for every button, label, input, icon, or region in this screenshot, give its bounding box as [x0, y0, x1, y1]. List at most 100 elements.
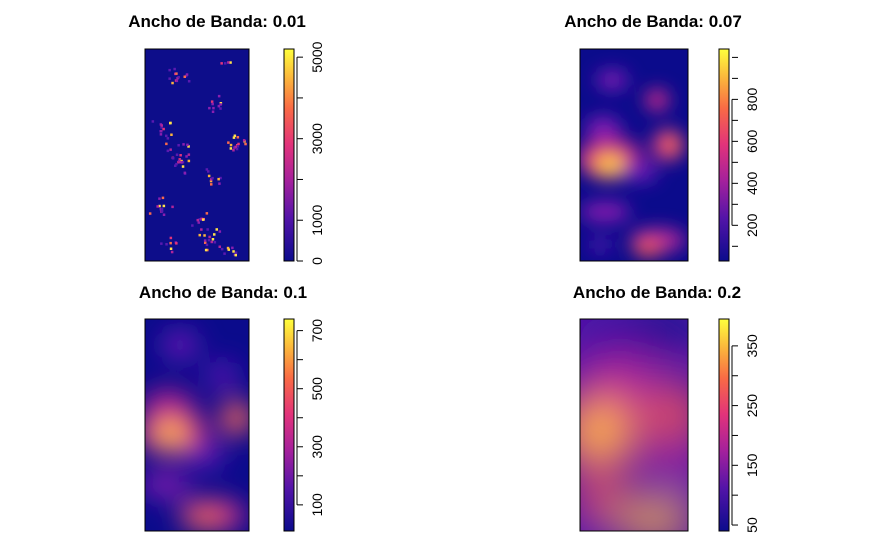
hotspot-cell [173, 67, 176, 71]
hotspot-cell [161, 196, 165, 200]
hotspot-cell [175, 72, 178, 75]
hotspot-cell [156, 205, 159, 208]
hotspot-cell [211, 238, 215, 241]
hotspot-cell [217, 104, 221, 108]
map-frame [579, 48, 689, 262]
legend-tick-label: 250 [744, 394, 760, 418]
hotspot-cell [160, 126, 163, 129]
color-legend: 50 150 250 350 [718, 318, 760, 533]
hotspot-cell [175, 242, 178, 245]
hotspot-cell [177, 144, 180, 147]
hotspot-cell [205, 168, 209, 171]
panel-bw-007: Ancho de Banda: 0.07 200 400 600 800 [564, 12, 760, 262]
hotspot-cell [219, 107, 222, 110]
hotspot-cell [204, 248, 208, 252]
density-background [145, 49, 249, 261]
colorbar [284, 319, 294, 531]
colorbar-frame [718, 318, 730, 532]
hotspot-cell [206, 228, 209, 231]
hotspot-cell [212, 106, 215, 110]
hotspot-cell [187, 145, 190, 148]
density-map [580, 319, 688, 531]
hotspot-cell [180, 159, 183, 163]
hotspot-cell [204, 241, 207, 244]
hotspot-cell [160, 124, 163, 127]
hotspot-cell [174, 164, 177, 167]
hotspot-cell [218, 230, 222, 233]
hotspot-cell [187, 80, 191, 83]
hotspot-cell [229, 143, 233, 147]
density-blobs [580, 319, 688, 531]
hotspot-cell [209, 179, 213, 183]
hotspot-cell [227, 141, 230, 144]
density-blobs [145, 331, 249, 531]
panel-title: Ancho de Banda: 0.2 [573, 283, 741, 302]
hotspot-cell [175, 162, 178, 166]
color-legend: 0 1000 3000 5000 [283, 41, 325, 265]
hotspot-cell [168, 77, 171, 80]
legend-tick-label: 400 [744, 171, 760, 195]
panel-title: Ancho de Banda: 0.01 [128, 12, 306, 31]
hotspot-cell [158, 204, 161, 208]
hotspot-cell [178, 158, 181, 161]
hotspot-cell [169, 148, 172, 151]
hotspot-cell [233, 146, 236, 149]
legend-tick-label: 3000 [309, 123, 325, 154]
hotspot-cell [160, 210, 164, 213]
hotspot-cell [160, 207, 164, 211]
hotspot-cell [198, 218, 201, 221]
colorbar-frame [283, 48, 295, 262]
hotspot-cell [218, 182, 221, 185]
hotspot-cell [223, 252, 226, 255]
hotspot-cell [229, 61, 232, 64]
hotspot-cell [231, 246, 234, 250]
hotspot-cell [207, 170, 210, 173]
legend-tick-label: 100 [309, 493, 325, 517]
color-legend: 100 300 500 700 [283, 318, 325, 532]
map-frame [144, 48, 250, 262]
hotspot-cell [159, 130, 162, 133]
hotspot-cell [236, 145, 240, 148]
hotspot-cell [198, 233, 201, 237]
colorbar-frame [283, 318, 295, 532]
hotspot-cell [196, 218, 199, 222]
hotspot-cell [232, 149, 235, 152]
hotspot-cell [207, 238, 211, 242]
hotspot-cell [203, 239, 207, 242]
hotspot-cell [175, 153, 179, 156]
colorbar [719, 49, 729, 261]
hotspot-cell [213, 241, 217, 244]
hotspot-cell [169, 241, 172, 245]
hotspot-cell [160, 242, 163, 245]
colorbar-frame [718, 48, 730, 262]
hotspot-cell [166, 137, 170, 140]
legend-tick-label: 50 [744, 517, 760, 533]
hotspot-cell [205, 212, 209, 215]
hotspot-cell [182, 143, 185, 146]
colorbar [719, 319, 729, 531]
legend-tick-label: 800 [744, 87, 760, 111]
hotspot-cell [210, 240, 213, 244]
density-map [145, 49, 249, 261]
hotspot-cell [177, 76, 180, 79]
hotspot-cell [170, 250, 174, 254]
hotspot-cell [232, 250, 235, 253]
legend-tick-label: 0 [309, 257, 325, 265]
panel-bw-02: Ancho de Banda: 0.2 50 150 250 350 [573, 283, 760, 533]
hotspot-cell [185, 74, 188, 78]
hotspot-cell [151, 120, 155, 123]
hotspot-cell [233, 134, 237, 137]
density-map [580, 49, 688, 261]
density-hotspots [148, 61, 247, 257]
hotspot-cell [183, 171, 187, 175]
hotspot-cell [244, 142, 247, 146]
hotspot-cell [197, 221, 200, 224]
hotspot-cell [148, 212, 152, 215]
hotspot-cell [175, 79, 179, 83]
legend-tick-label: 350 [744, 334, 760, 358]
hotspot-cell [236, 136, 240, 139]
hotspot-cell [168, 68, 171, 72]
hotspot-cell [205, 243, 209, 247]
hotspot-cell [165, 142, 168, 146]
